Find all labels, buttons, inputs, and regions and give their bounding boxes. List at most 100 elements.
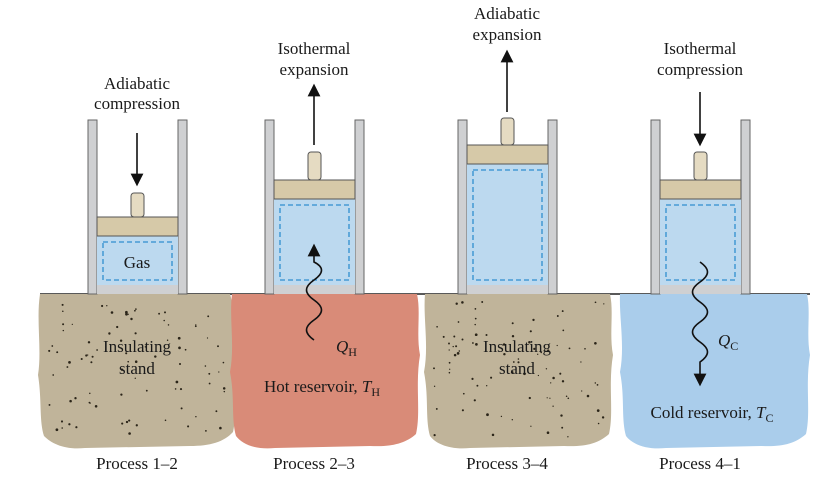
cylinder-bottom <box>467 285 548 294</box>
sand-speck <box>471 377 474 380</box>
sand-speck <box>125 420 129 424</box>
sand-speck <box>523 372 526 376</box>
sand-speck <box>560 414 563 417</box>
hot-reservoir-base <box>230 294 420 449</box>
sand-speck <box>567 436 569 438</box>
sand-speck <box>204 365 207 367</box>
sand-speck <box>568 347 571 350</box>
base-label: Hot reservoir, TH <box>264 377 380 399</box>
sand-speck <box>195 415 197 418</box>
process-label: Process 1–2 <box>96 454 178 473</box>
sand-speck <box>128 419 131 422</box>
base-label-line2: stand <box>119 359 155 378</box>
sand-speck <box>128 432 131 435</box>
gas-dashed-outline <box>102 241 173 281</box>
action-label-line1: Adiabatic <box>104 74 171 93</box>
sand-speck <box>547 349 550 352</box>
sand-speck <box>475 343 478 346</box>
sand-speck <box>567 397 570 400</box>
sand-speck <box>87 341 91 344</box>
sand-speck <box>559 372 562 375</box>
sand-speck <box>486 385 488 387</box>
sand-base <box>38 294 236 449</box>
cylinder-bottom <box>660 285 741 294</box>
sand-speck <box>208 372 211 375</box>
sand-speck <box>179 388 183 391</box>
sand-speck <box>91 355 94 358</box>
sand-speck <box>586 394 590 398</box>
heat-flow-wavy-arrow <box>305 243 323 341</box>
sand-speck <box>448 361 451 364</box>
sand-speck <box>120 368 124 371</box>
sand-speck <box>453 335 456 338</box>
sand-speck <box>529 330 532 333</box>
sand-speck <box>75 426 78 429</box>
sand-speck <box>500 415 503 418</box>
sand-speck <box>502 343 506 346</box>
sand-speck <box>127 360 130 363</box>
panel-process-2-3: Isothermal expansion QH Hot reservoir, T… <box>230 39 420 473</box>
sand-speck <box>223 390 226 393</box>
sand-speck <box>178 346 181 350</box>
sand-speck <box>48 403 51 406</box>
sand-speck <box>561 426 564 429</box>
sand-speck <box>449 368 451 370</box>
base-label-text: Cold reservoir, <box>650 403 756 422</box>
sand-speck <box>134 377 136 379</box>
sand-speck <box>565 395 568 398</box>
action-label-line1: Isothermal <box>278 39 351 58</box>
sand-speck <box>596 409 600 412</box>
piston-head <box>273 179 356 200</box>
sand-speck <box>90 361 93 364</box>
sand-speck <box>474 317 477 320</box>
panel-process-3-4: Adiabatic expansion Insulating stand Pro… <box>424 4 613 473</box>
sand-speck <box>584 348 586 350</box>
sand-speck <box>448 349 450 351</box>
sand-speck <box>96 349 98 351</box>
sand-speck <box>116 325 119 329</box>
sand-speck <box>134 332 137 335</box>
sand-speck <box>180 407 183 410</box>
sand-speck <box>474 308 477 310</box>
base-label-text: Hot reservoir, <box>264 377 362 396</box>
sand-speck <box>433 367 435 370</box>
process-label: Process 3–4 <box>466 454 548 473</box>
base-subscript: H <box>371 385 380 399</box>
action-label-line1: Isothermal <box>664 39 737 58</box>
sand-speck <box>106 305 108 307</box>
sand-speck <box>461 409 464 412</box>
sand-speck <box>55 428 59 432</box>
sand-speckles <box>48 303 226 435</box>
sand-speck <box>562 329 565 332</box>
sand-speck <box>121 422 124 425</box>
sand-speck <box>561 380 565 383</box>
sand-speck <box>486 413 489 417</box>
sand-speck <box>457 321 460 323</box>
heat-label: QH <box>336 337 357 359</box>
sand-speck <box>154 355 157 358</box>
sand-speck <box>219 426 222 430</box>
sand-speck <box>101 304 104 308</box>
sand-speck <box>222 361 225 364</box>
sand-speck <box>533 347 536 350</box>
sand-speck <box>125 352 128 355</box>
sand-speck <box>453 353 457 357</box>
sand-speck <box>517 361 520 364</box>
cylinder-wall-right <box>354 119 365 295</box>
sand-speck <box>184 348 187 351</box>
sand-speck <box>135 424 138 427</box>
action-label-line2: compression <box>657 60 743 79</box>
piston-rod <box>307 151 322 181</box>
sand-speck <box>135 308 137 310</box>
sand-speck <box>167 324 170 326</box>
sand-speck <box>204 429 207 432</box>
sand-speck <box>164 311 166 314</box>
sand-speck <box>147 367 149 370</box>
base-label-line1: Insulating <box>103 337 171 356</box>
sand-speck <box>60 420 64 423</box>
process-label: Process 2–3 <box>273 454 355 473</box>
sand-speck <box>549 397 551 399</box>
sand-speck <box>134 360 138 363</box>
sand-speck <box>127 313 129 315</box>
sand-speck <box>177 336 181 340</box>
